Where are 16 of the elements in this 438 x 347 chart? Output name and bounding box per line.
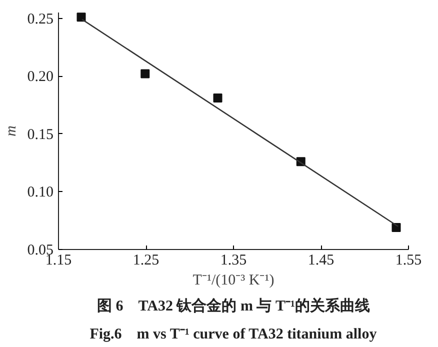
- point: [213, 94, 222, 103]
- x-tick-label: 1.25: [132, 252, 160, 268]
- x-axis-title: T⁻¹/(10⁻³ K⁻¹): [192, 272, 274, 288]
- point: [76, 12, 86, 22]
- point: [140, 69, 150, 78]
- x-tick-label: 1.35: [220, 252, 247, 268]
- caption: Fig.6 m vs T⁻¹ curve of TA32 titanium alloy: [90, 326, 378, 342]
- y-tick-label: 0.10: [27, 184, 54, 201]
- y-tick-label: 0.20: [27, 69, 54, 86]
- x-tick-label: 1.55: [395, 252, 422, 268]
- point: [392, 223, 401, 232]
- x-tick-label: 1.45: [308, 252, 334, 268]
- y-axis-title: m: [3, 125, 20, 136]
- y-tick-label: 0.15: [27, 126, 54, 143]
- caption: 图 6 TA32 钛合金的 m 与 T⁻¹的关系曲线: [97, 298, 370, 314]
- y-tick-label: 0.25: [27, 11, 54, 28]
